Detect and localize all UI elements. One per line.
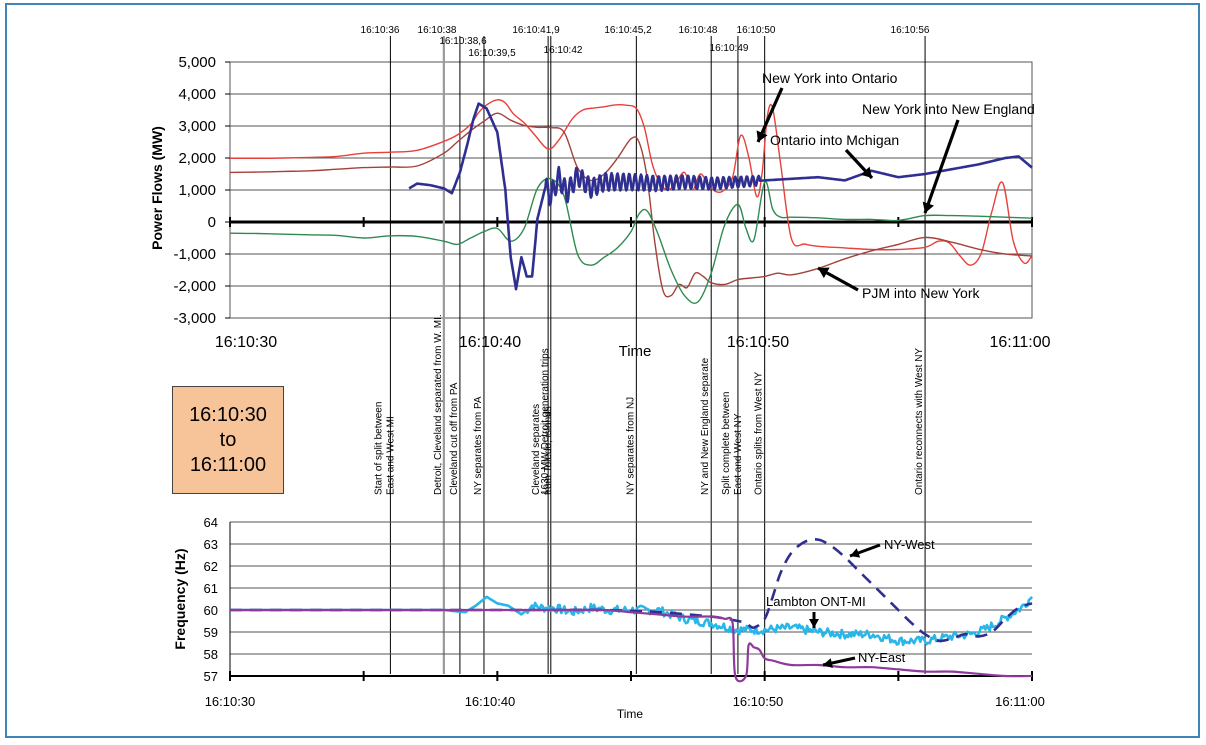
bottom-x-tick-label: 16:10:30 [205, 694, 256, 709]
event-description: NY separates from PA [473, 396, 484, 495]
event-description-line: from Toledo, islands [543, 406, 554, 495]
event-description-line: NY and New England separate [700, 357, 711, 495]
top-x-axis-title: Time [619, 343, 652, 360]
bottom-y-tick-label: 62 [204, 559, 218, 574]
event-time-label: 16:10:48 [679, 25, 718, 36]
event-description: Ontario splits from West NY [754, 371, 765, 495]
event-time-label: 16:10:38,6 [439, 36, 487, 47]
series-line-ny-west [230, 538, 1033, 643]
event-description-line: Start of split between [373, 402, 384, 495]
event-time-label: 16:10:41,9 [512, 25, 560, 36]
event-time-label: 16:10:36 [361, 25, 400, 36]
event-description-line: 1630 MW Detroit generation trips [540, 348, 551, 495]
event-description-line: Detroit, Cleveland separated from W. MI. [433, 314, 444, 495]
series-line-ontario-into-mchigan [229, 177, 1033, 304]
top-y-tick-label: -1,000 [173, 246, 216, 263]
top-x-tick-label: 16:11:00 [989, 334, 1050, 351]
event-description: 1630 MW Detroit generation trips [540, 348, 551, 495]
annotation-arrow-head [756, 130, 768, 142]
bottom-y-tick-label: 61 [204, 581, 218, 596]
event-description: Detroit, Cleveland separated from W. MI. [433, 314, 444, 495]
top-y-tick-label: 2,000 [178, 150, 216, 167]
event-description-line: East and West NY [733, 413, 744, 495]
bottom-y-tick-label: 63 [204, 537, 218, 552]
bottom-y-tick-label: 57 [204, 669, 218, 684]
bottom-y-axis-title: Frequency (Hz) [172, 548, 188, 649]
event-description-line: Cleveland cut off from PA [449, 382, 460, 495]
annotation-arrow-head [860, 166, 872, 178]
event-description-line: Ontario splits from West NY [754, 371, 765, 495]
event-description-line: NY separates from NJ [625, 397, 636, 495]
time-range-start: 16:10:30 [189, 403, 267, 426]
series-line-ny-east [230, 608, 1033, 683]
top-y-axis-title: Power Flows (MW) [149, 126, 165, 250]
event-time-label: 16:10:45,2 [604, 25, 652, 36]
bottom-y-tick-label: 59 [204, 625, 218, 640]
bottom-x-axis-title: Time [617, 707, 644, 721]
top-y-tick-label: 4,000 [178, 86, 216, 103]
bottom-x-tick-label: 16:10:50 [733, 694, 784, 709]
series-annotation: PJM into New York [862, 285, 980, 301]
event-time-label: 16:10:38 [418, 25, 457, 36]
time-range-box: 16:10:30 to 16:11:00 [172, 386, 284, 494]
series-annotation: Ontario into Mchigan [770, 132, 899, 148]
series-line-lambton-ont-mi [230, 595, 1034, 647]
event-description-line: East and West MI [385, 416, 396, 495]
top-y-tick-label: 3,000 [178, 118, 216, 135]
top-y-tick-label: -2,000 [173, 278, 216, 295]
bottom-x-tick-label: 16:11:00 [995, 694, 1045, 709]
top-x-tick-label: 16:10:30 [215, 334, 277, 351]
event-description: Start of split betweenEast and West MI [373, 402, 396, 495]
event-description: Cleveland cut off from PA [449, 382, 460, 495]
event-description-line: NY separates from PA [473, 396, 484, 495]
top-x-tick-label: 16:10:50 [727, 334, 789, 351]
event-description: NY and New England separate [700, 357, 711, 495]
event-description: NY separates from NJ [625, 397, 636, 495]
annotation-arrow-head [809, 619, 819, 628]
event-description-line: Ontario reconnects with West NY [914, 348, 925, 495]
series-annotation: New York into Ontario [762, 70, 898, 86]
annotation-arrow-head [850, 548, 861, 558]
bottom-x-tick-label: 16:10:40 [465, 694, 516, 709]
bottom-y-tick-label: 58 [204, 647, 218, 662]
event-time-label: 16:10:42 [544, 45, 583, 56]
series-annotation: NY-West [884, 537, 935, 552]
event-description: Cleveland separatesfrom Toledo, islands [531, 404, 554, 495]
top-y-tick-label: 0 [208, 214, 216, 231]
annotation-arrow-head [818, 267, 830, 279]
series-annotation: Lambton ONT-MI [766, 594, 866, 609]
event-time-label: 16:10:49 [710, 43, 749, 54]
top-y-tick-label: 5,000 [178, 54, 216, 71]
top-y-tick-label: -3,000 [173, 310, 216, 327]
event-description: Ontario reconnects with West NY [914, 348, 925, 495]
event-description-line: Cleveland separates [531, 404, 542, 495]
time-range-to: to [219, 428, 237, 451]
annotation-arrow [923, 119, 960, 214]
series-line-new-york-into-new-england [408, 102, 1033, 291]
top-x-tick-label: 16:10:40 [459, 334, 521, 351]
annotation-arrow-head [922, 201, 934, 213]
event-description-line: Split complete between [721, 392, 732, 495]
event-description: Split complete betweenEast and West NY [721, 392, 744, 495]
event-time-label: 16:10:56 [891, 25, 930, 36]
series-annotation: NY-East [858, 650, 906, 665]
top-y-tick-label: 1,000 [178, 182, 216, 199]
series-line-pjm-into-new-york [229, 112, 1033, 298]
annotation-arrow-head [823, 658, 833, 668]
event-time-label: 16:10:39,5 [468, 48, 516, 59]
series-annotation: New York into New England [862, 101, 1035, 117]
time-range-end: 16:11:00 [189, 453, 267, 476]
bottom-y-tick-label: 64 [204, 515, 218, 530]
bottom-y-tick-label: 60 [204, 603, 218, 618]
event-time-label: 16:10:50 [737, 25, 776, 36]
